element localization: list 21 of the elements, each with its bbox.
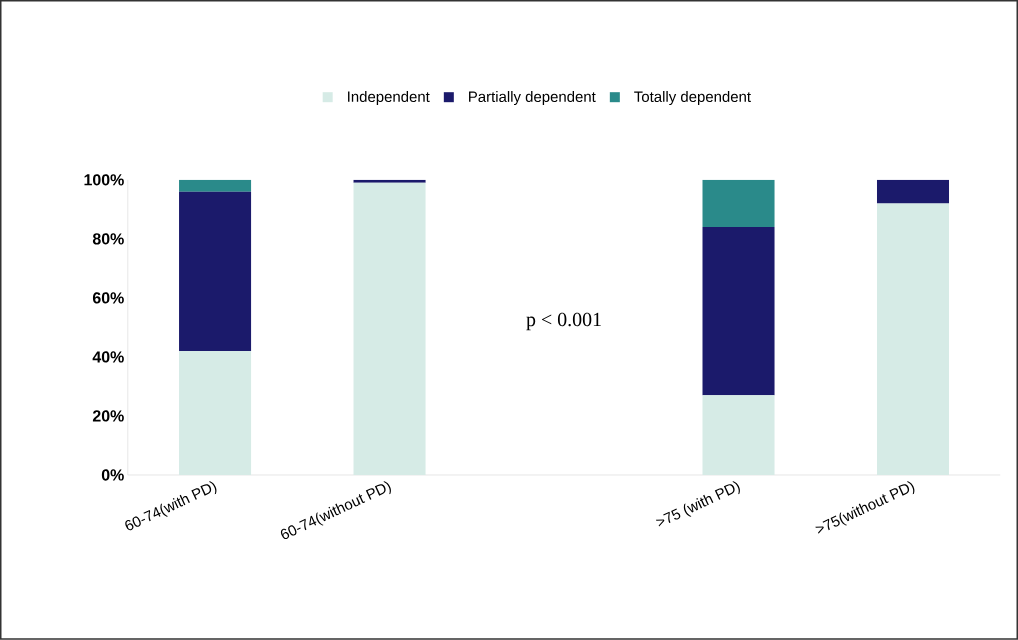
bar <box>702 395 775 476</box>
y-tick-label: 40% <box>92 351 124 363</box>
bar <box>876 203 950 476</box>
bar <box>353 182 426 476</box>
annotation: p < 0.001 <box>526 312 601 331</box>
y-tick-label: 60% <box>92 292 124 304</box>
y-tick-label: 20% <box>92 410 124 422</box>
y-tick-label: 100% <box>84 174 124 186</box>
bar <box>179 191 252 352</box>
bar <box>179 179 252 192</box>
y-tick-label: 0% <box>101 469 124 481</box>
legend-label: Partially dependent <box>469 91 596 106</box>
legend-label: Totally dependent <box>634 91 751 106</box>
legend-label: Independent <box>348 91 430 106</box>
bar <box>876 179 950 204</box>
bar <box>179 351 252 476</box>
bar <box>353 179 426 183</box>
bar <box>702 179 775 228</box>
bar <box>702 227 775 396</box>
x-tick-label: >75 (with PD) <box>655 481 740 527</box>
y-tick-label: 80% <box>92 233 124 245</box>
